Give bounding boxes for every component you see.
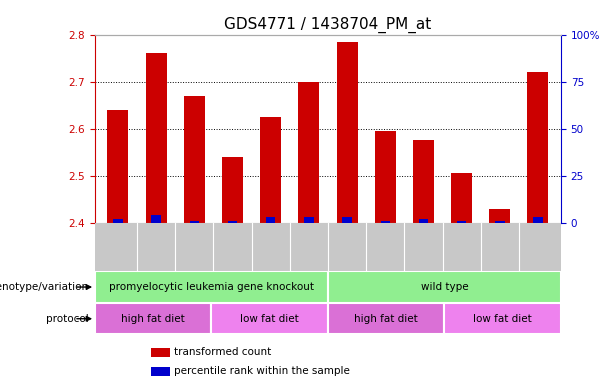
Bar	[419, 219, 428, 223]
Text: high fat diet: high fat diet	[121, 314, 185, 324]
Bar	[527, 72, 549, 223]
Bar	[113, 219, 123, 223]
Bar	[95, 271, 328, 303]
Text: low fat diet: low fat diet	[240, 314, 299, 324]
Text: wild type: wild type	[421, 282, 468, 292]
Bar	[107, 110, 129, 223]
Bar	[444, 303, 561, 334]
Text: low fat diet: low fat diet	[473, 314, 532, 324]
Bar	[337, 41, 357, 223]
Bar	[451, 173, 472, 223]
Bar	[146, 53, 167, 223]
Text: high fat diet: high fat diet	[354, 314, 418, 324]
Bar	[211, 303, 328, 334]
Bar	[151, 215, 161, 223]
Bar	[489, 209, 510, 223]
Bar	[381, 221, 390, 223]
Bar	[95, 303, 211, 334]
Bar	[413, 141, 434, 223]
Bar	[184, 96, 205, 223]
Bar	[299, 81, 319, 223]
Text: protocol: protocol	[46, 314, 89, 324]
Bar	[342, 217, 352, 223]
Bar	[266, 217, 275, 223]
Bar	[151, 348, 170, 357]
Bar	[375, 131, 396, 223]
Title: GDS4771 / 1438704_PM_at: GDS4771 / 1438704_PM_at	[224, 17, 432, 33]
Bar	[328, 271, 561, 303]
Bar	[189, 221, 199, 223]
Bar	[228, 221, 237, 223]
Bar	[457, 221, 466, 223]
Bar	[222, 157, 243, 223]
Text: transformed count: transformed count	[174, 347, 272, 357]
Bar	[260, 117, 281, 223]
Bar	[533, 217, 543, 223]
Text: promyelocytic leukemia gene knockout: promyelocytic leukemia gene knockout	[109, 282, 314, 292]
Bar	[495, 221, 504, 223]
Bar	[328, 303, 444, 334]
Bar	[151, 367, 170, 376]
Bar	[304, 217, 314, 223]
Text: genotype/variation: genotype/variation	[0, 282, 89, 292]
Text: percentile rank within the sample: percentile rank within the sample	[174, 366, 350, 376]
